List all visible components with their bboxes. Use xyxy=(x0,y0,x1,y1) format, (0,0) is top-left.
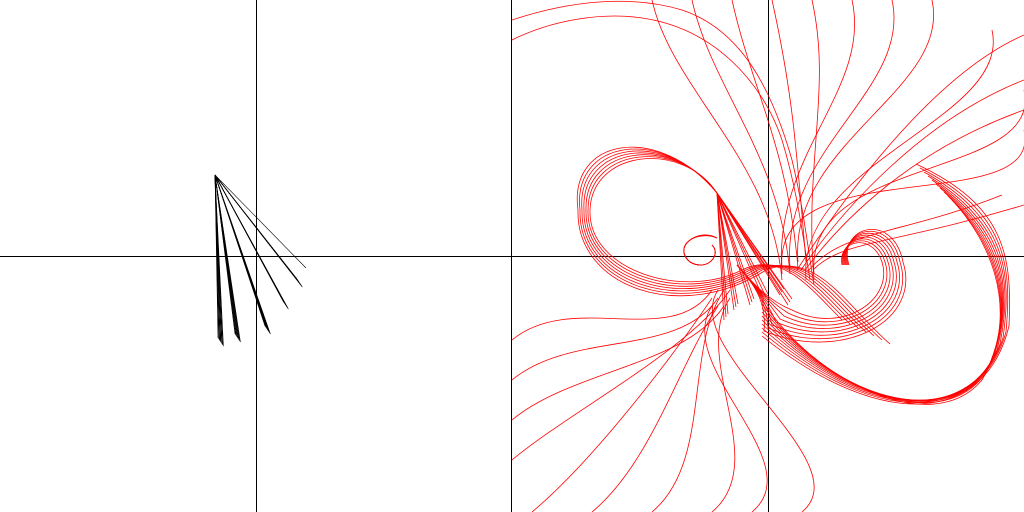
left-plot-panel xyxy=(0,0,512,512)
right-red-curve xyxy=(691,0,791,275)
right-red-curve xyxy=(716,192,753,303)
right-red-curve xyxy=(736,234,897,333)
right-red-curve xyxy=(587,156,851,325)
right-red-curve xyxy=(585,154,859,329)
right-red-curve xyxy=(512,297,719,381)
right-red-curve xyxy=(579,148,883,341)
left-fan-stroke xyxy=(214,174,224,347)
right-red-curve xyxy=(589,158,843,321)
right-red-curve xyxy=(716,192,793,300)
right-red-curve xyxy=(761,195,1002,403)
right-red-curve xyxy=(716,192,769,295)
left-fan-stroke xyxy=(214,174,241,343)
right-curve-bundle xyxy=(512,0,1024,512)
right-red-curve xyxy=(805,29,994,281)
right-red-curve xyxy=(811,0,820,281)
right-red-curve xyxy=(761,171,1007,402)
right-red-curve xyxy=(761,187,1003,401)
right-red-curve xyxy=(736,231,903,340)
right-red-curve xyxy=(512,289,731,461)
left-fan-strokes xyxy=(214,174,307,347)
right-red-curve xyxy=(804,109,1024,271)
right-red-curve xyxy=(781,130,1024,269)
right-red-curve xyxy=(812,204,1024,271)
right-red-curve xyxy=(716,192,765,301)
right-red-curve xyxy=(761,191,1002,402)
right-red-curve xyxy=(716,192,789,306)
left-fan-stroke xyxy=(214,174,303,288)
right-red-curve xyxy=(581,150,875,337)
right-red-curve xyxy=(591,305,719,512)
right-red-curve xyxy=(716,192,735,311)
right-red-curve xyxy=(711,297,736,512)
right-red-curve xyxy=(800,79,1024,271)
right-red-curve xyxy=(651,289,725,512)
right-red-curve xyxy=(716,192,767,298)
right-red-curve xyxy=(716,192,737,308)
right-red-curve xyxy=(512,0,815,286)
left-fan-stroke xyxy=(214,174,289,310)
right-red-curve xyxy=(531,297,713,512)
right-plot-canvas xyxy=(512,0,1024,512)
right-red-curve xyxy=(731,0,799,269)
right-red-curve xyxy=(716,192,729,315)
right-red-curve xyxy=(761,167,1009,403)
right-red-curve xyxy=(736,232,900,336)
right-red-curve xyxy=(761,163,1010,405)
right-red-curve xyxy=(716,192,791,303)
right-red-curve xyxy=(771,0,807,263)
right-red-curve xyxy=(716,192,751,306)
right-red-curve xyxy=(576,146,891,345)
right-red-curve xyxy=(716,192,755,300)
right-red-curve xyxy=(736,229,907,343)
right-red-curve xyxy=(736,240,888,323)
right-red-curve xyxy=(583,152,867,333)
right-red-curve xyxy=(736,236,894,329)
left-fan-stroke xyxy=(214,174,271,335)
right-red-curve xyxy=(736,238,891,326)
right-red-curve xyxy=(512,289,713,341)
right-red-curve xyxy=(761,175,1006,401)
left-fan-stroke xyxy=(214,174,307,269)
right-red-curve xyxy=(711,289,815,512)
left-plot-canvas xyxy=(0,0,512,512)
right-red-curve xyxy=(796,34,1024,271)
right-red-curve xyxy=(651,0,783,281)
right-plot-panel xyxy=(512,0,1024,512)
right-red-curve xyxy=(789,0,895,269)
right-red-curve xyxy=(797,0,935,263)
right-red-curve xyxy=(683,234,718,266)
right-red-curve xyxy=(512,15,811,281)
right-red-curve xyxy=(780,0,855,275)
right-red-curve xyxy=(736,242,885,319)
right-red-curve xyxy=(808,194,1003,271)
right-red-curve xyxy=(704,305,768,512)
